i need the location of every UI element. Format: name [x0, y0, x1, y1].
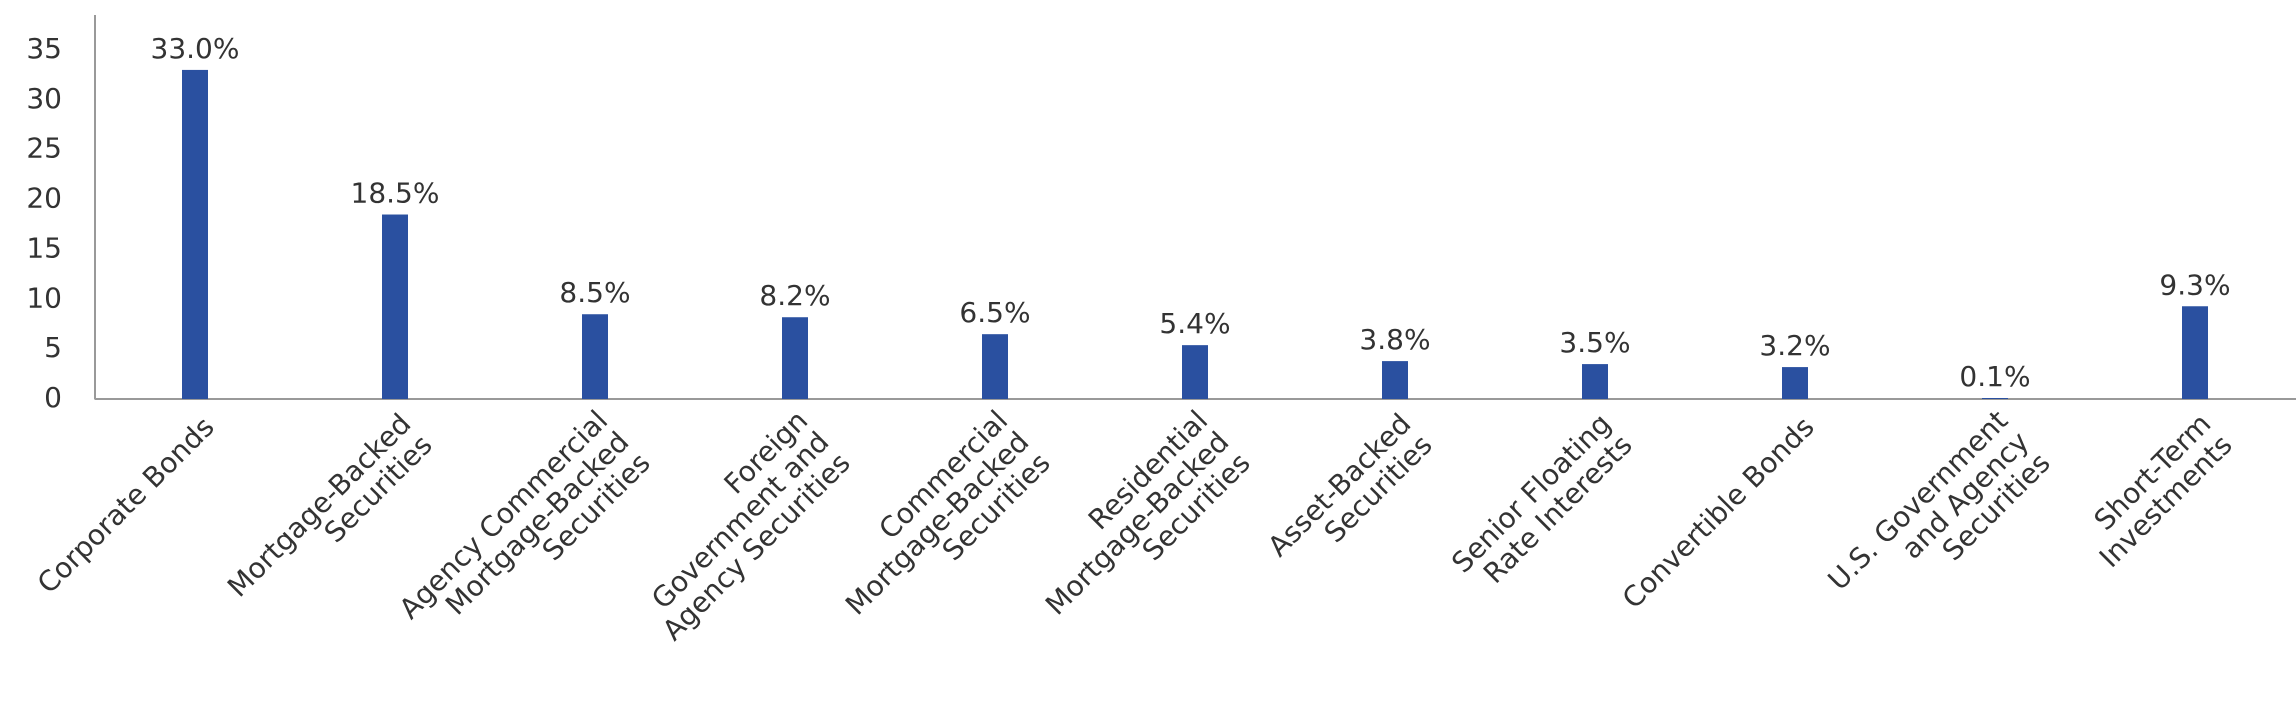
- x-tick-label: Convertible Bonds: [1616, 410, 1821, 615]
- x-tick-label: Senior FloatingRate Interests: [1445, 407, 1638, 600]
- value-label: 8.5%: [559, 276, 630, 309]
- value-label: 3.8%: [1359, 323, 1430, 356]
- value-label: 33.0%: [151, 32, 240, 65]
- value-label: 9.3%: [2159, 268, 2230, 301]
- value-label: 6.5%: [959, 296, 1030, 329]
- bar: [1782, 367, 1808, 399]
- y-tick-label: 25: [26, 132, 62, 165]
- x-tick-label: U.S. Governmentand AgencySecurities: [1821, 404, 2056, 639]
- x-tick-label: Corporate Bonds: [31, 410, 221, 600]
- bar: [582, 314, 608, 399]
- bar: [982, 334, 1008, 399]
- y-tick-label: 0: [44, 381, 62, 414]
- y-tick-label: 15: [26, 231, 62, 264]
- bar: [782, 317, 808, 399]
- x-tick-label: Asset-BackedSecurities: [1261, 407, 1438, 584]
- bar: [2182, 306, 2208, 399]
- value-label: 18.5%: [351, 177, 440, 210]
- value-label: 8.2%: [759, 279, 830, 312]
- value-label: 3.2%: [1759, 329, 1830, 362]
- x-tick-label: ResidentialMortgage-BackedSecurities: [1018, 404, 1257, 643]
- value-label: 3.5%: [1559, 326, 1630, 359]
- x-tick-label: ForeignGovernment andAgency Securities: [614, 404, 857, 647]
- value-label: 0.1%: [1959, 360, 2030, 393]
- y-tick-label: 35: [26, 32, 62, 65]
- x-tick-label: Agency CommercialMortgage-BackedSecuriti…: [393, 404, 657, 668]
- bar: [1582, 364, 1608, 399]
- bar: [382, 214, 408, 399]
- x-tick-label: CommercialMortgage-BackedSecurities: [818, 404, 1057, 643]
- y-tick-label: 20: [26, 182, 62, 215]
- y-tick-label: 5: [44, 331, 62, 364]
- bar: [1182, 345, 1208, 399]
- bar: [182, 69, 208, 400]
- y-tick-label: 30: [26, 82, 62, 115]
- y-tick-label: 10: [26, 281, 62, 314]
- bar: [1382, 361, 1408, 399]
- bar: [1982, 398, 2008, 399]
- value-label: 5.4%: [1159, 307, 1230, 340]
- x-tick-label: Short-TermInvestments: [2072, 407, 2239, 574]
